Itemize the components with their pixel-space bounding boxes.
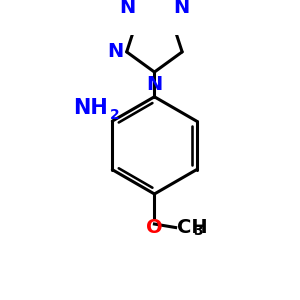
Text: O: O xyxy=(146,218,163,237)
Text: N: N xyxy=(107,42,123,62)
Text: N: N xyxy=(119,0,136,16)
Text: CH: CH xyxy=(176,218,207,237)
Text: N: N xyxy=(173,0,190,16)
Text: 2: 2 xyxy=(110,108,119,122)
Text: NH: NH xyxy=(73,98,108,118)
Text: N: N xyxy=(146,75,163,94)
Text: 3: 3 xyxy=(193,224,203,238)
